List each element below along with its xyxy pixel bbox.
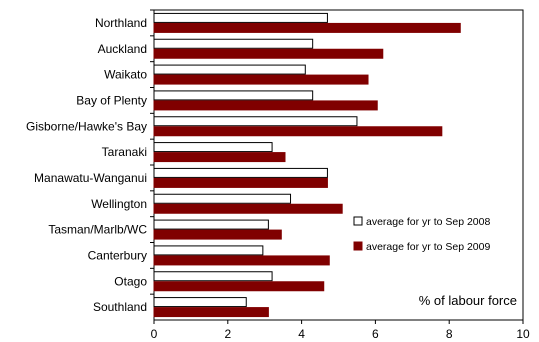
x-tick-label: 4: [298, 327, 305, 341]
bar-2008: [153, 167, 328, 178]
bar-2009: [153, 152, 286, 163]
bar-2008: [153, 219, 269, 230]
bar-2009: [153, 177, 328, 188]
bar-2008: [153, 297, 247, 308]
bars-group: [153, 12, 461, 318]
bar-2008: [153, 116, 358, 127]
category-label: Otago: [114, 274, 147, 288]
bar-2009: [153, 307, 269, 318]
bar-2009: [153, 255, 330, 266]
bar-2009: [153, 281, 325, 292]
bar-2008: [153, 193, 292, 204]
category-label: Bay of Plenty: [76, 93, 147, 107]
bar-2009: [153, 229, 282, 240]
bar-2009: [153, 203, 343, 214]
x-tick-label: 8: [446, 327, 453, 341]
bar-2009: [153, 22, 461, 33]
bar-2008: [153, 142, 273, 153]
bar-2008: [153, 271, 273, 282]
legend: average for yr to Sep 2008 average for y…: [353, 216, 490, 253]
legend-label-2009: average for yr to Sep 2009: [366, 241, 490, 253]
x-tick-label: 0: [151, 327, 158, 341]
bar-2008: [153, 90, 314, 101]
bar-2008: [153, 12, 328, 23]
category-label: Northland: [95, 16, 147, 30]
category-label: Auckland: [98, 42, 147, 56]
bar-2008: [153, 38, 314, 49]
category-label: Taranaki: [102, 145, 147, 159]
x-axis: 0 2 4 6 8 10: [151, 320, 530, 341]
bar-2009: [153, 48, 384, 59]
category-label: Tasman/Marlb/WC: [48, 223, 147, 237]
x-tick-label: 10: [516, 327, 530, 341]
legend-swatch-2008: [353, 216, 363, 226]
legend-label-2008: average for yr to Sep 2008: [366, 216, 490, 228]
bar-2009: [153, 100, 378, 111]
category-label: Wellington: [91, 197, 147, 211]
category-label: Canterbury: [88, 248, 147, 262]
bar-2008: [153, 64, 306, 75]
category-labels: Northland Auckland Waikato Bay of Plenty Gis…: [26, 9, 154, 314]
unit-label: % of labour force: [419, 293, 517, 308]
bar-2009: [153, 126, 443, 137]
x-tick-label: 6: [372, 327, 379, 341]
category-label: Manawatu-Wanganui: [34, 171, 147, 185]
bar-2008: [153, 245, 264, 256]
x-tick-label: 2: [224, 327, 231, 341]
category-label: Waikato: [104, 68, 147, 82]
category-label: Gisborne/Hawke's Bay: [26, 119, 147, 133]
bar-2009: [153, 74, 369, 85]
legend-swatch-2009: [353, 241, 363, 251]
category-label: Southland: [93, 300, 147, 314]
